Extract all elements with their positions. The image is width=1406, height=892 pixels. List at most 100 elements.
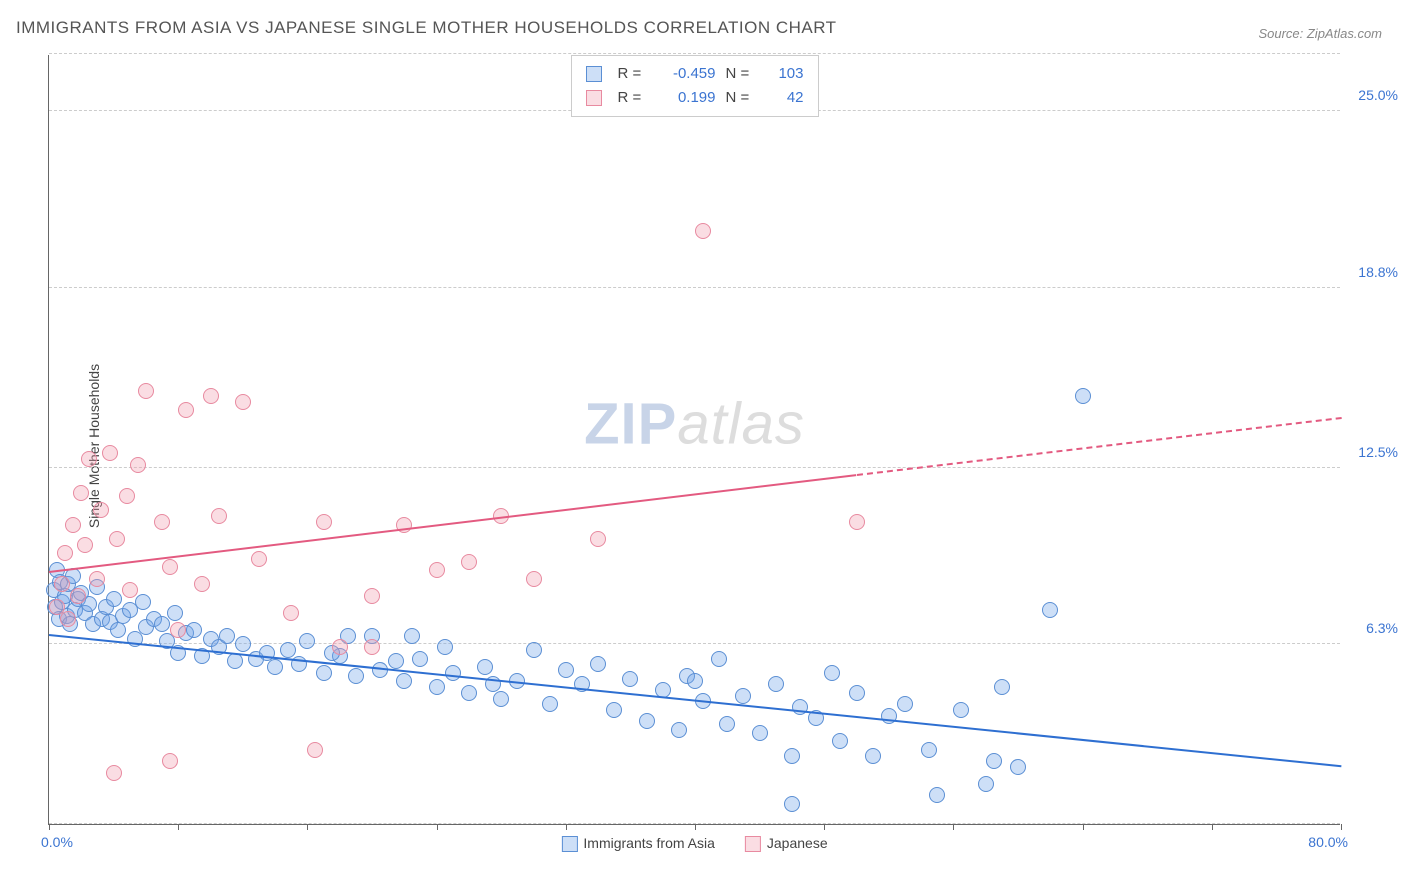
scatter-point: [396, 673, 412, 689]
x-axis-min-label: 0.0%: [41, 834, 73, 850]
legend-swatch: [561, 836, 577, 852]
x-axis-series-legend: Immigrants from AsiaJapanese: [561, 835, 827, 852]
scatter-point: [119, 488, 135, 504]
scatter-point: [865, 748, 881, 764]
legend-n-value: 42: [764, 86, 804, 110]
x-axis-max-label: 80.0%: [1308, 834, 1348, 850]
scatter-point: [106, 591, 122, 607]
scatter-point: [154, 514, 170, 530]
scatter-point: [267, 659, 283, 675]
scatter-point: [558, 662, 574, 678]
scatter-point: [235, 394, 251, 410]
scatter-point: [178, 402, 194, 418]
scatter-point: [65, 517, 81, 533]
trend-line: [49, 474, 857, 573]
legend-r-value: 0.199: [656, 86, 716, 110]
scatter-point: [110, 622, 126, 638]
scatter-point: [1042, 602, 1058, 618]
scatter-point: [299, 633, 315, 649]
legend-swatch: [586, 66, 602, 82]
scatter-point: [477, 659, 493, 675]
legend-row: R = 0.199 N = 42: [586, 86, 804, 110]
legend-n-label: N =: [726, 62, 754, 86]
x-tick: [1083, 824, 1084, 830]
scatter-point: [849, 685, 865, 701]
y-tick-label: 18.8%: [1358, 264, 1398, 280]
scatter-point: [929, 787, 945, 803]
scatter-point: [280, 642, 296, 658]
correlation-legend: R = -0.459 N = 103 R = 0.199 N = 42: [571, 55, 819, 117]
scatter-point: [1075, 388, 1091, 404]
scatter-point: [622, 671, 638, 687]
plot-area: ZIPatlas R = -0.459 N = 103R = 0.199 N = 42 0.…: [48, 55, 1340, 825]
scatter-point: [735, 688, 751, 704]
scatter-point: [412, 651, 428, 667]
scatter-point: [921, 742, 937, 758]
x-tick: [953, 824, 954, 830]
scatter-point: [695, 223, 711, 239]
x-tick: [178, 824, 179, 830]
scatter-point: [316, 665, 332, 681]
scatter-point: [994, 679, 1010, 695]
scatter-point: [89, 571, 105, 587]
legend-swatch: [586, 90, 602, 106]
scatter-point: [162, 753, 178, 769]
scatter-point: [122, 582, 138, 598]
scatter-point: [824, 665, 840, 681]
watermark-brand-left: ZIP: [584, 392, 677, 457]
scatter-point: [364, 639, 380, 655]
scatter-point: [606, 702, 622, 718]
scatter-point: [219, 628, 235, 644]
legend-r-value: -0.459: [656, 62, 716, 86]
x-tick: [1212, 824, 1213, 830]
scatter-point: [186, 622, 202, 638]
scatter-point: [671, 722, 687, 738]
x-tick: [49, 824, 50, 830]
scatter-point: [54, 576, 70, 592]
scatter-point: [93, 502, 109, 518]
scatter-point: [978, 776, 994, 792]
x-tick: [824, 824, 825, 830]
legend-n-value: 103: [764, 62, 804, 86]
x-tick: [437, 824, 438, 830]
legend-row: R = -0.459 N = 103: [586, 62, 804, 86]
scatter-point: [832, 733, 848, 749]
y-tick-label: 6.3%: [1366, 620, 1398, 636]
scatter-point: [461, 554, 477, 570]
scatter-point: [493, 691, 509, 707]
scatter-point: [768, 676, 784, 692]
scatter-point: [332, 639, 348, 655]
scatter-point: [711, 651, 727, 667]
legend-r-label: R =: [618, 62, 646, 86]
scatter-point: [70, 588, 86, 604]
x-tick: [1341, 824, 1342, 830]
scatter-point: [590, 531, 606, 547]
scatter-point: [404, 628, 420, 644]
scatter-point: [687, 673, 703, 689]
scatter-point: [429, 679, 445, 695]
x-legend-item: Immigrants from Asia: [561, 835, 714, 852]
scatter-point: [542, 696, 558, 712]
y-tick-label: 25.0%: [1358, 87, 1398, 103]
scatter-point: [170, 622, 186, 638]
x-legend-label: Immigrants from Asia: [583, 835, 714, 851]
scatter-point: [590, 656, 606, 672]
scatter-point: [1010, 759, 1026, 775]
scatter-point: [57, 545, 73, 561]
scatter-point: [81, 451, 97, 467]
scatter-point: [348, 668, 364, 684]
legend-n-label: N =: [726, 86, 754, 110]
legend-r-label: R =: [618, 86, 646, 110]
scatter-point: [719, 716, 735, 732]
y-tick-label: 12.5%: [1358, 444, 1398, 460]
watermark: ZIPatlas: [584, 391, 805, 458]
scatter-point: [526, 642, 542, 658]
scatter-point: [445, 665, 461, 681]
scatter-point: [109, 531, 125, 547]
x-tick: [566, 824, 567, 830]
scatter-point: [135, 594, 151, 610]
scatter-point: [784, 748, 800, 764]
x-tick: [695, 824, 696, 830]
scatter-point: [437, 639, 453, 655]
scatter-point: [203, 388, 219, 404]
